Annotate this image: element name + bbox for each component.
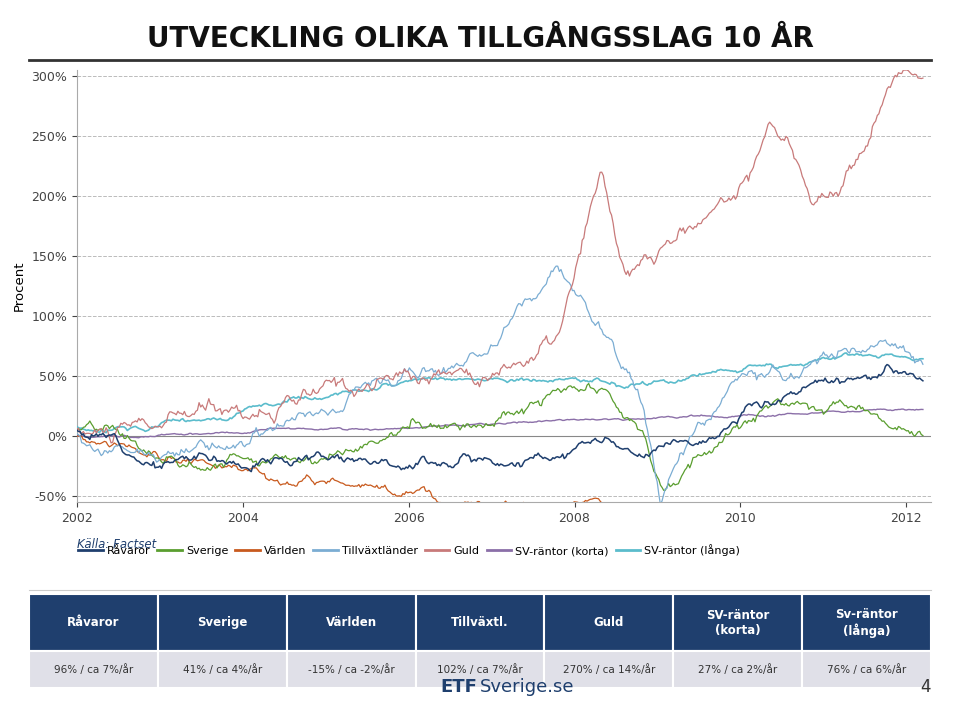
Y-axis label: Procent: Procent (12, 261, 26, 311)
Text: 4: 4 (921, 678, 931, 696)
Text: Sverige.se: Sverige.se (480, 678, 574, 696)
Text: 102% / ca 7%/år: 102% / ca 7%/år (437, 664, 523, 675)
Text: Sv-räntor
(långa): Sv-räntor (långa) (835, 608, 899, 637)
Text: Guld: Guld (593, 616, 624, 629)
Text: 96% / ca 7%/år: 96% / ca 7%/år (54, 664, 132, 675)
Text: Sverige: Sverige (197, 616, 248, 629)
Text: 76% / ca 6%/år: 76% / ca 6%/år (828, 664, 906, 675)
Text: UTVECKLING OLIKA TILLGÅNGSSLAG 10 ÅR: UTVECKLING OLIKA TILLGÅNGSSLAG 10 ÅR (147, 25, 813, 53)
Text: Tillväxtl.: Tillväxtl. (451, 616, 509, 629)
Text: 27% / ca 2%/år: 27% / ca 2%/år (698, 664, 778, 675)
Text: 270% / ca 14%/år: 270% / ca 14%/år (563, 664, 655, 675)
Text: -15% / ca -2%/år: -15% / ca -2%/år (308, 664, 395, 675)
Text: Världen: Världen (325, 616, 376, 629)
Text: 41% / ca 4%/år: 41% / ca 4%/år (182, 664, 262, 675)
Text: ETF: ETF (441, 678, 477, 696)
Legend: Råvaror, Sverige, Världen, Tillväxtländer, Guld, SV-räntor (korta), SV-räntor (l: Råvaror, Sverige, Världen, Tillväxtlände… (74, 540, 745, 561)
Text: SV-räntor
(korta): SV-räntor (korta) (707, 609, 770, 637)
Text: Råvaror: Råvaror (67, 616, 119, 629)
Text: Källa: Factset: Källa: Factset (77, 538, 156, 550)
